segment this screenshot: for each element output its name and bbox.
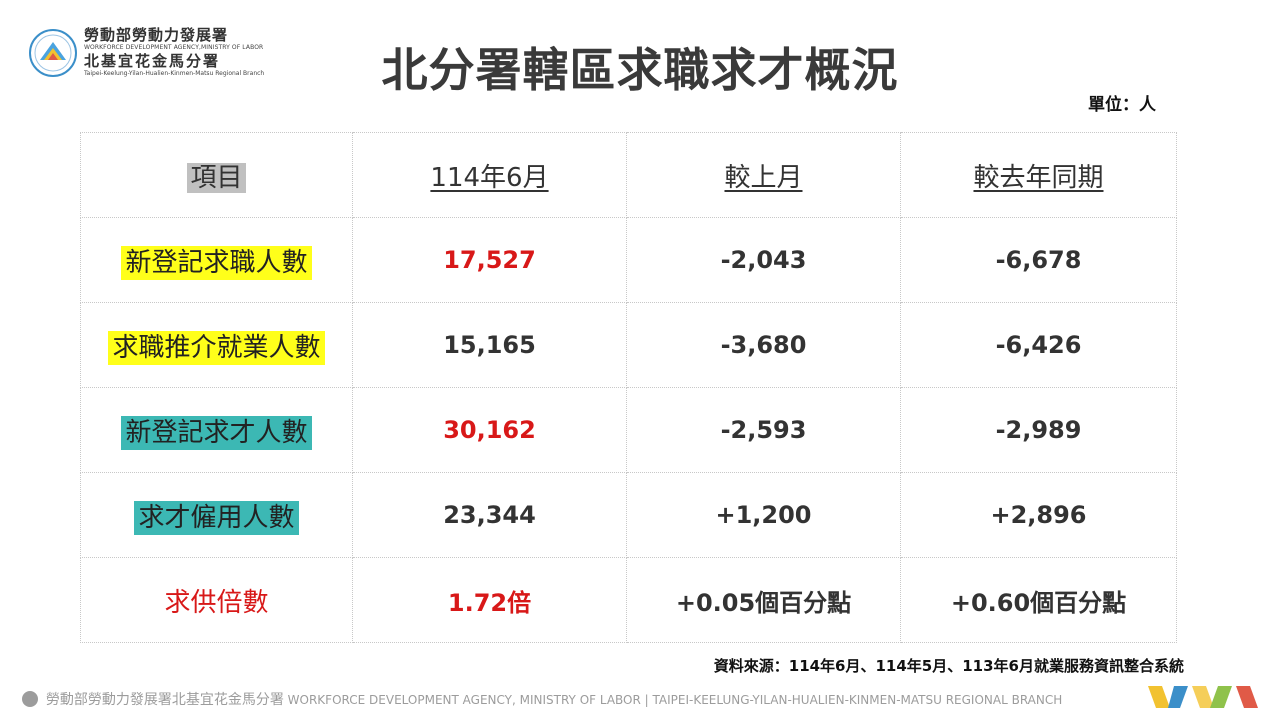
header-item: 項目: [187, 162, 246, 193]
footer-agency-en: WORKFORCE DEVELOPMENT AGENCY, MINISTRY O…: [287, 693, 1063, 707]
header-vs-last-month: 較上月: [724, 162, 803, 193]
table-header-row: 項目 114年6月 較上月 較去年同期: [80, 132, 1177, 218]
footer-agency-zh: 勞動部勞動力發展署北基宜花金馬分署: [45, 692, 284, 708]
footer-bar: 勞動部勞動力發展署北基宜花金馬分署 WORKFORCE DEVELOPMENT …: [22, 689, 1062, 709]
row-label-cell: 求供倍數: [80, 557, 353, 643]
agency-emblem-icon: [29, 29, 77, 77]
row-label: 新登記求才人數: [121, 415, 312, 450]
table-row: 求才僱用人數 23,344 +1,200 +2,896: [80, 472, 1177, 558]
decorative-shapes-icon: [1148, 686, 1258, 708]
unit-label: 單位：人: [1088, 95, 1156, 115]
row-label: 求才僱用人數: [134, 500, 299, 535]
header-cell: 較上月: [626, 132, 901, 218]
row-value: 30,162: [352, 387, 627, 473]
row-value: 23,344: [352, 472, 627, 558]
logo-branch-name-en: Taipei-Keelung-Yilan-Hualien-Kinmen-Mats…: [84, 70, 265, 77]
table-row: 求職推介就業人數 15,165 -3,680 -6,426: [80, 302, 1177, 388]
row-yoy: +2,896: [900, 472, 1177, 558]
table-row: 求供倍數 1.72倍 +0.05個百分點 +0.60個百分點: [80, 557, 1177, 643]
row-mom: -2,593: [626, 387, 901, 473]
row-mom: -3,680: [626, 302, 901, 388]
row-label-cell: 求才僱用人數: [80, 472, 353, 558]
row-yoy: -6,426: [900, 302, 1177, 388]
row-label-cell: 求職推介就業人數: [80, 302, 353, 388]
header-current-month: 114年6月: [430, 162, 549, 193]
row-value: 17,527: [352, 217, 627, 303]
row-yoy: +0.60個百分點: [900, 557, 1177, 643]
logo-agency-name-en: WORKFORCE DEVELOPMENT AGENCY,MINISTRY OF…: [84, 44, 264, 51]
row-value: 15,165: [352, 302, 627, 388]
row-mom: +1,200: [626, 472, 901, 558]
table-row: 新登記求才人數 30,162 -2,593 -2,989: [80, 387, 1177, 473]
row-label-cell: 新登記求才人數: [80, 387, 353, 473]
header-cell: 114年6月: [352, 132, 627, 218]
header-vs-last-year: 較去年同期: [973, 162, 1104, 193]
header-cell: 項目: [80, 132, 353, 218]
table-row: 新登記求職人數 17,527 -2,043 -6,678: [80, 217, 1177, 303]
header-cell: 較去年同期: [900, 132, 1177, 218]
data-source-note: 資料來源：114年6月、114年5月、113年6月就業服務資訊整合系統: [713, 657, 1184, 675]
logo-agency-name-zh: 勞動部勞動力發展署: [84, 26, 229, 44]
row-label: 求職推介就業人數: [108, 330, 325, 365]
page-title: 北分署轄區求職求才概況: [381, 43, 899, 97]
agency-logo: 勞動部勞動力發展署 WORKFORCE DEVELOPMENT AGENCY,M…: [28, 26, 278, 82]
row-label-cell: 新登記求職人數: [80, 217, 353, 303]
row-yoy: -6,678: [900, 217, 1177, 303]
row-label: 求供倍數: [164, 587, 269, 618]
stats-table: 項目 114年6月 較上月 較去年同期 新登記求職人數 17,527 -2,04…: [80, 132, 1177, 643]
agency-small-logo-icon: [22, 690, 38, 707]
row-mom: -2,043: [626, 217, 901, 303]
row-value: 1.72倍: [352, 557, 627, 643]
row-mom: +0.05個百分點: [626, 557, 901, 643]
row-label: 新登記求職人數: [121, 245, 312, 280]
row-yoy: -2,989: [900, 387, 1177, 473]
logo-branch-name-zh: 北基宜花金馬分署: [84, 52, 221, 70]
